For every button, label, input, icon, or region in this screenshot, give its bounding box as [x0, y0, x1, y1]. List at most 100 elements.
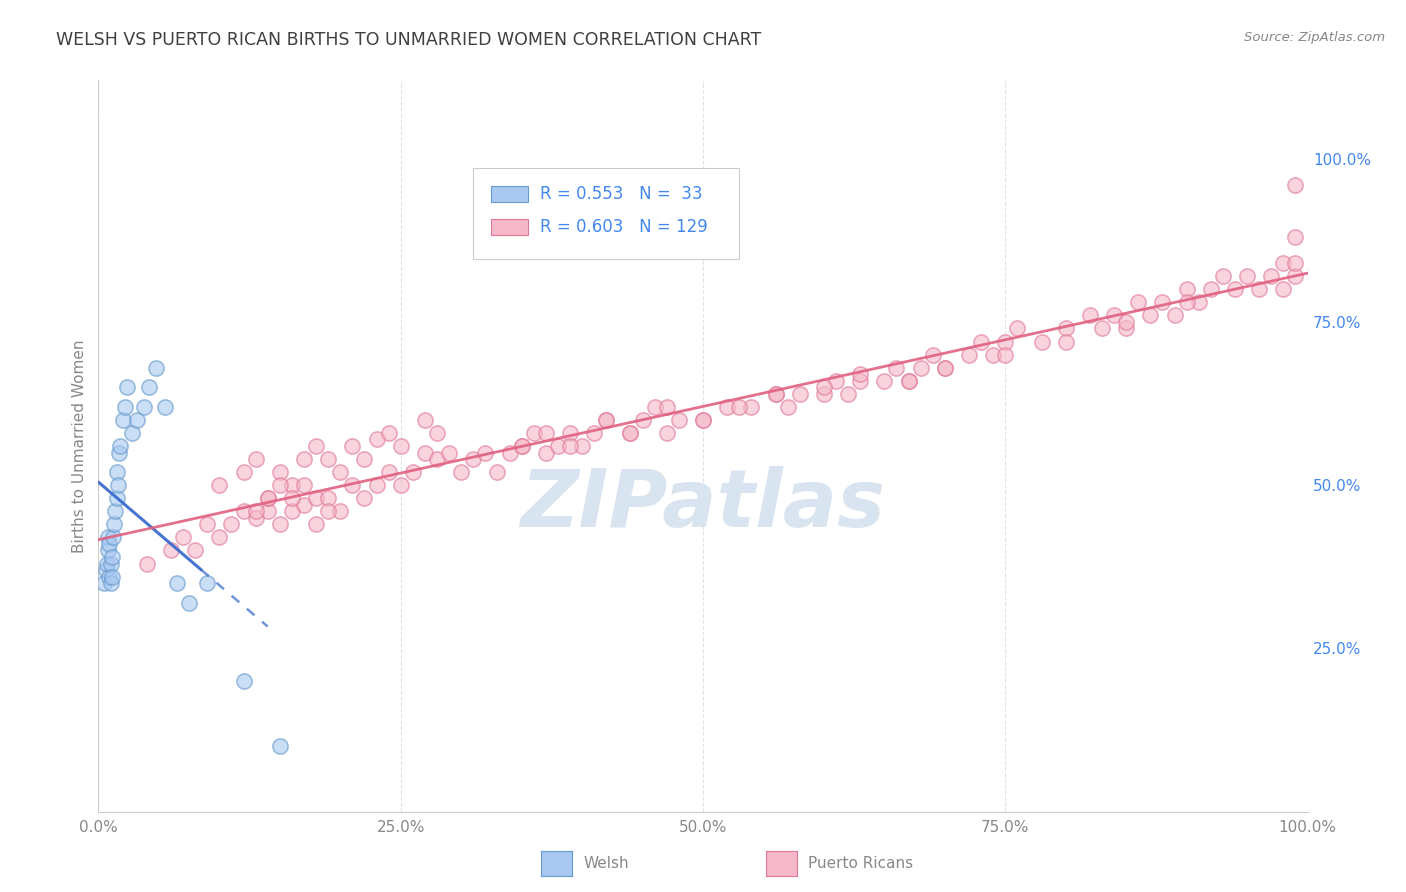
- Point: [108, 445, 131, 459]
- Point: [981, 348, 1004, 362]
- Point: [498, 445, 520, 459]
- Point: [114, 400, 136, 414]
- Point: [1223, 282, 1246, 296]
- Point: [305, 517, 328, 532]
- Point: [1260, 269, 1282, 284]
- Point: [692, 413, 714, 427]
- Point: [413, 445, 436, 459]
- Point: [789, 386, 811, 401]
- Point: [316, 491, 339, 506]
- Point: [765, 386, 787, 401]
- Point: [281, 478, 304, 492]
- Point: [910, 360, 932, 375]
- Point: [366, 478, 388, 492]
- Point: [426, 425, 449, 440]
- Point: [1284, 269, 1306, 284]
- Point: [98, 569, 121, 583]
- Point: [1175, 282, 1198, 296]
- Point: [692, 413, 714, 427]
- Point: [728, 400, 751, 414]
- Point: [994, 348, 1017, 362]
- Text: R = 0.553   N =  33: R = 0.553 N = 33: [540, 185, 702, 202]
- Point: [1284, 230, 1306, 244]
- Text: WELSH VS PUERTO RICAN BIRTHS TO UNMARRIED WOMEN CORRELATION CHART: WELSH VS PUERTO RICAN BIRTHS TO UNMARRIE…: [56, 31, 762, 49]
- Point: [342, 478, 364, 492]
- Point: [1212, 269, 1234, 284]
- FancyBboxPatch shape: [474, 168, 740, 260]
- Point: [655, 400, 678, 414]
- Point: [305, 491, 328, 506]
- Point: [886, 360, 908, 375]
- Point: [510, 439, 533, 453]
- Point: [1236, 269, 1258, 284]
- Point: [208, 478, 231, 492]
- Point: [776, 400, 799, 414]
- Point: [934, 360, 956, 375]
- Point: [377, 465, 399, 479]
- Point: [450, 465, 472, 479]
- Point: [1175, 295, 1198, 310]
- Text: Puerto Ricans: Puerto Ricans: [808, 856, 914, 871]
- Point: [402, 465, 425, 479]
- Point: [353, 491, 375, 506]
- Point: [256, 491, 278, 506]
- Point: [921, 348, 943, 362]
- Point: [389, 439, 412, 453]
- Point: [486, 465, 509, 479]
- Point: [1054, 334, 1077, 349]
- Point: [256, 491, 278, 506]
- Point: [135, 557, 157, 571]
- Point: [631, 413, 654, 427]
- Point: [121, 425, 143, 440]
- Point: [100, 569, 122, 583]
- Point: [1031, 334, 1053, 349]
- Point: [329, 465, 352, 479]
- Point: [849, 374, 872, 388]
- Point: [1139, 309, 1161, 323]
- Point: [245, 511, 267, 525]
- Point: [1199, 282, 1222, 296]
- Point: [1091, 321, 1114, 335]
- Point: [245, 452, 267, 467]
- Point: [305, 439, 328, 453]
- Point: [134, 400, 156, 414]
- Point: [474, 445, 496, 459]
- Point: [108, 439, 131, 453]
- Point: [93, 576, 115, 591]
- Point: [329, 504, 352, 518]
- Point: [94, 563, 117, 577]
- Point: [100, 557, 122, 571]
- Point: [655, 425, 678, 440]
- Text: Source: ZipAtlas.com: Source: ZipAtlas.com: [1244, 31, 1385, 45]
- Point: [232, 674, 254, 689]
- Point: [269, 517, 291, 532]
- Point: [1054, 321, 1077, 335]
- Point: [668, 413, 690, 427]
- Point: [1152, 295, 1174, 310]
- Point: [269, 739, 291, 754]
- Point: [1007, 321, 1029, 335]
- Point: [716, 400, 738, 414]
- Point: [145, 360, 167, 375]
- Point: [316, 452, 339, 467]
- Point: [138, 380, 160, 394]
- Point: [644, 400, 666, 414]
- Point: [1284, 256, 1306, 270]
- Point: [377, 425, 399, 440]
- Point: [873, 374, 896, 388]
- Point: [353, 452, 375, 467]
- Point: [510, 439, 533, 453]
- Point: [208, 530, 231, 544]
- Point: [281, 491, 304, 506]
- Point: [98, 537, 121, 551]
- Point: [166, 576, 188, 591]
- Point: [96, 557, 118, 571]
- Point: [100, 576, 122, 591]
- Point: [1272, 256, 1295, 270]
- Point: [292, 452, 315, 467]
- Point: [256, 504, 278, 518]
- Point: [595, 413, 617, 427]
- Point: [160, 543, 183, 558]
- Point: [316, 504, 339, 518]
- Point: [100, 549, 122, 564]
